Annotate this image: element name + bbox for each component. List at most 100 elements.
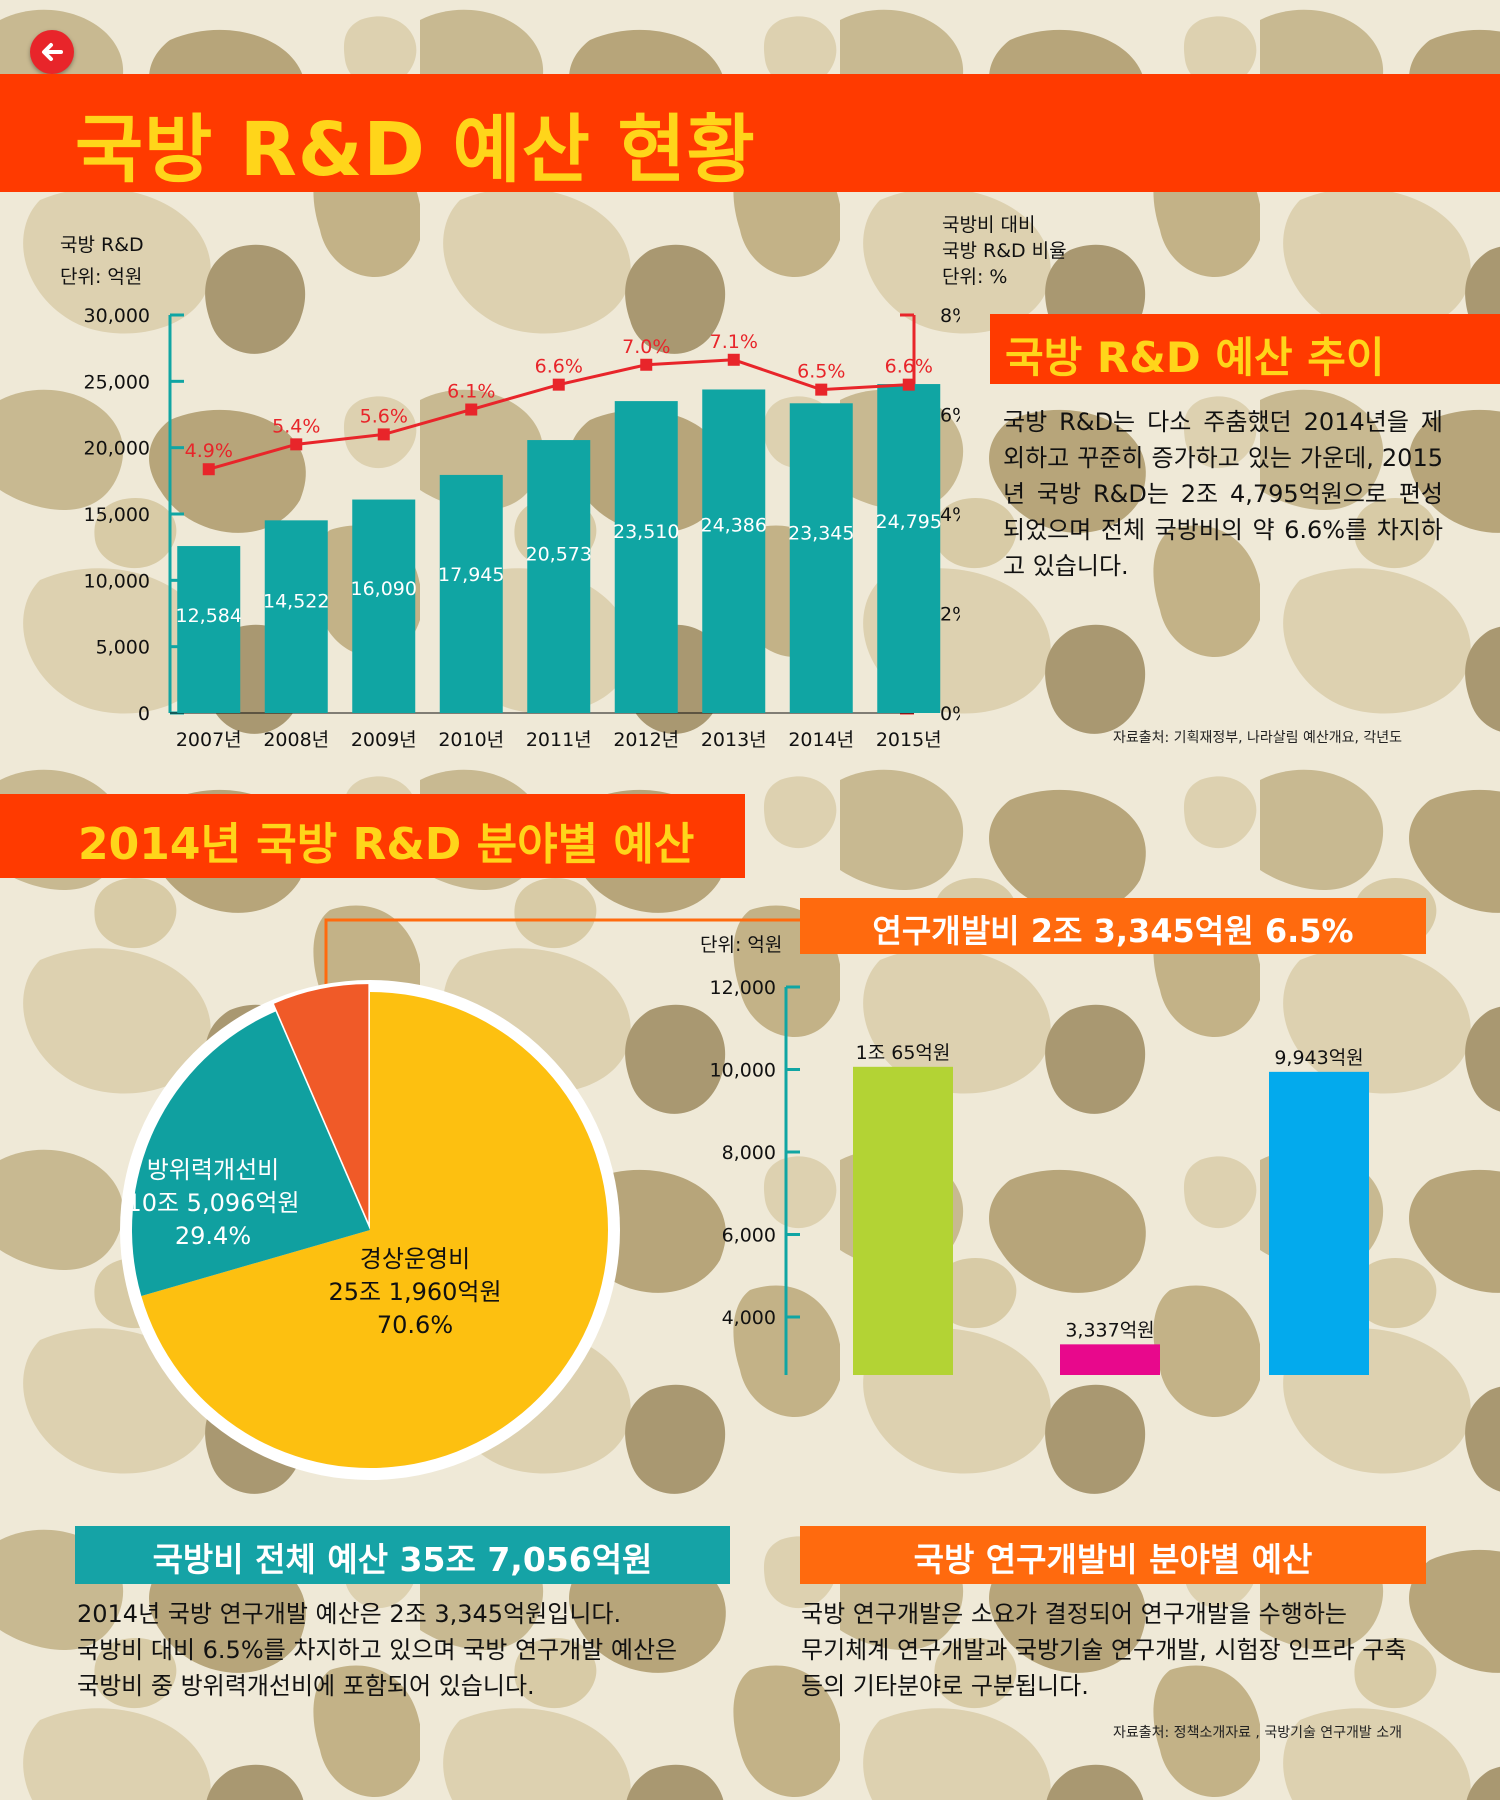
right-y-tick-label: 8% xyxy=(940,305,960,327)
ratio-label: 7.0% xyxy=(622,336,670,358)
field-bar xyxy=(1269,1071,1369,1375)
ratio-label: 7.1% xyxy=(710,331,758,353)
total-text-line-3: 국방비 중 방위력개선비에 포함되어 있습니다. xyxy=(77,1672,535,1700)
field-source: 자료출처: 정책소개자료 , 국방기술 연구개발 소개 xyxy=(1113,1725,1403,1741)
left-axis-title: 국방 R&D xyxy=(60,234,144,256)
rd-bar xyxy=(702,389,766,713)
right-axis-title-1: 국방비 대비 xyxy=(942,214,1036,236)
rd-bar-value-label: 23,510 xyxy=(613,521,679,543)
ratio-point xyxy=(815,383,828,396)
rd-bar-value-label: 17,945 xyxy=(438,564,504,586)
bar-chart-unit: 단위: 억원 xyxy=(700,934,783,956)
field-bar-value-label: 9,943억원 xyxy=(1274,1047,1363,1069)
x-tick-label: 2009년 xyxy=(351,729,417,751)
ratio-label: 6.6% xyxy=(885,356,933,378)
field-bar-value-label: 1조 65억원 xyxy=(856,1042,951,1064)
ratio-label: 6.1% xyxy=(447,381,495,403)
ratio-label: 6.5% xyxy=(797,361,845,383)
right-y-tick-label: 6% xyxy=(940,405,960,427)
left-y-tick-label: 0 xyxy=(138,703,150,725)
ratio-point xyxy=(902,378,915,391)
total-text-line-1: 2014년 국방 연구개발 예산은 2조 3,345억원입니다. xyxy=(77,1600,622,1628)
rd-bar xyxy=(877,384,941,713)
pie-label-percent: 70.6% xyxy=(377,1311,453,1339)
total-budget-banner xyxy=(75,1526,730,1584)
field-budget-banner xyxy=(0,794,745,878)
rd-bar xyxy=(439,474,503,713)
ratio-label: 4.9% xyxy=(185,440,233,462)
ratio-point xyxy=(290,438,303,451)
ratio-point xyxy=(727,353,740,366)
pie-label-amount: 10조 5,096억원 xyxy=(126,1189,299,1217)
pie-label-amount: 25조 1,960억원 xyxy=(328,1278,501,1306)
right-y-tick-label: 0% xyxy=(940,703,960,725)
rd-bar xyxy=(264,520,328,713)
rd-bar xyxy=(789,403,853,713)
x-tick-label: 2012년 xyxy=(613,729,679,751)
trend-source: 자료출처: 기획재정부, 나라살림 예산개요, 각년도 xyxy=(1113,730,1403,746)
rd-bar-value-label: 23,345 xyxy=(788,522,854,544)
x-tick-label: 2011년 xyxy=(526,729,592,751)
bar-y-tick-label: 8,000 xyxy=(722,1142,776,1164)
rd-bar-value-label: 24,386 xyxy=(701,514,767,536)
rd-bar xyxy=(527,440,591,713)
pie-label-percent: 29.4% xyxy=(175,1222,251,1250)
right-y-tick-label: 4% xyxy=(940,504,960,526)
rd-banner xyxy=(800,898,1426,954)
ratio-point xyxy=(377,428,390,441)
trend-banner xyxy=(990,314,1500,384)
rd-bar-value-label: 20,573 xyxy=(526,544,592,566)
x-tick-label: 2010년 xyxy=(438,729,504,751)
pie-slice xyxy=(132,1011,370,1296)
total-text-line-2: 국방비 대비 6.5%를 차지하고 있으며 국방 연구개발 예산은 xyxy=(77,1636,678,1664)
left-y-tick-label: 20,000 xyxy=(84,438,150,460)
field-bar xyxy=(1060,1344,1160,1375)
left-y-tick-label: 10,000 xyxy=(84,570,150,592)
bar-y-tick-label: 12,000 xyxy=(710,977,776,999)
rd-bar xyxy=(177,546,241,713)
rd-bar-value-label: 24,795 xyxy=(876,511,942,533)
left-y-tick-label: 15,000 xyxy=(84,504,150,526)
field-budget-title: 2014년 국방 R&D 분야별 예산 xyxy=(78,819,695,870)
ratio-point xyxy=(552,378,565,391)
ratio-label: 5.4% xyxy=(272,415,320,437)
field-rd-banner xyxy=(800,1526,1426,1584)
ratio-point xyxy=(202,463,215,476)
ratio-point xyxy=(465,403,478,416)
arrow-left-icon xyxy=(42,43,63,61)
left-y-tick-label: 25,000 xyxy=(84,371,150,393)
x-tick-label: 2015년 xyxy=(876,729,942,751)
trend-banner-title: 국방 R&D 예산 추이 xyxy=(1005,333,1385,382)
field-bar xyxy=(853,1066,953,1375)
rd-bar xyxy=(614,401,678,713)
right-axis-unit: 단위: % xyxy=(942,266,1008,288)
x-tick-label: 2007년 xyxy=(176,729,242,751)
left-y-tick-label: 5,000 xyxy=(96,637,150,659)
right-axis-title-2: 국방 R&D 비율 xyxy=(942,240,1067,262)
rd-bar-value-label: 12,584 xyxy=(176,605,242,627)
back-button[interactable] xyxy=(30,30,74,74)
right-y-tick-label: 2% xyxy=(940,604,960,626)
trend-description: 국방 R&D는 다소 주춤했던 2014년을 제외하고 꾸준히 증가하고 있는 … xyxy=(1003,408,1443,580)
pie-label-name: 경상운영비 xyxy=(360,1245,470,1273)
field-text-line-3: 등의 기타분야로 구분됩니다. xyxy=(801,1672,1089,1700)
pie-slice xyxy=(273,984,369,1223)
rd-bar xyxy=(352,499,416,713)
page-title: 국방 R&D 예산 현황 xyxy=(75,107,756,193)
field-text-line-1: 국방 연구개발은 소요가 결정되어 연구개발을 수행하는 xyxy=(801,1600,1347,1628)
bar-y-tick-label: 4,000 xyxy=(722,1307,776,1329)
left-y-tick-label: 30,000 xyxy=(84,305,150,327)
left-axis-unit: 단위: 억원 xyxy=(60,266,143,288)
field-bar-value-label: 3,337억원 xyxy=(1065,1319,1154,1341)
x-tick-label: 2013년 xyxy=(701,729,767,751)
pie-slice xyxy=(141,992,608,1468)
ratio-label: 6.6% xyxy=(535,356,583,378)
rd-bar-value-label: 16,090 xyxy=(351,578,417,600)
defense-budget-pie: 경상운영비 25조 1,960억원 70.6% 방위력개선비 10조 5,096억원 29… xyxy=(120,980,620,1480)
rd-bar-value-label: 14,522 xyxy=(263,590,329,612)
rd-trend-chart: 0 5,000 10,000 15,000 20,000 25,000 30,000 0% 2%… xyxy=(84,305,960,751)
ratio-label: 5.6% xyxy=(360,405,408,427)
bar-y-tick-label: 10,000 xyxy=(710,1060,776,1082)
